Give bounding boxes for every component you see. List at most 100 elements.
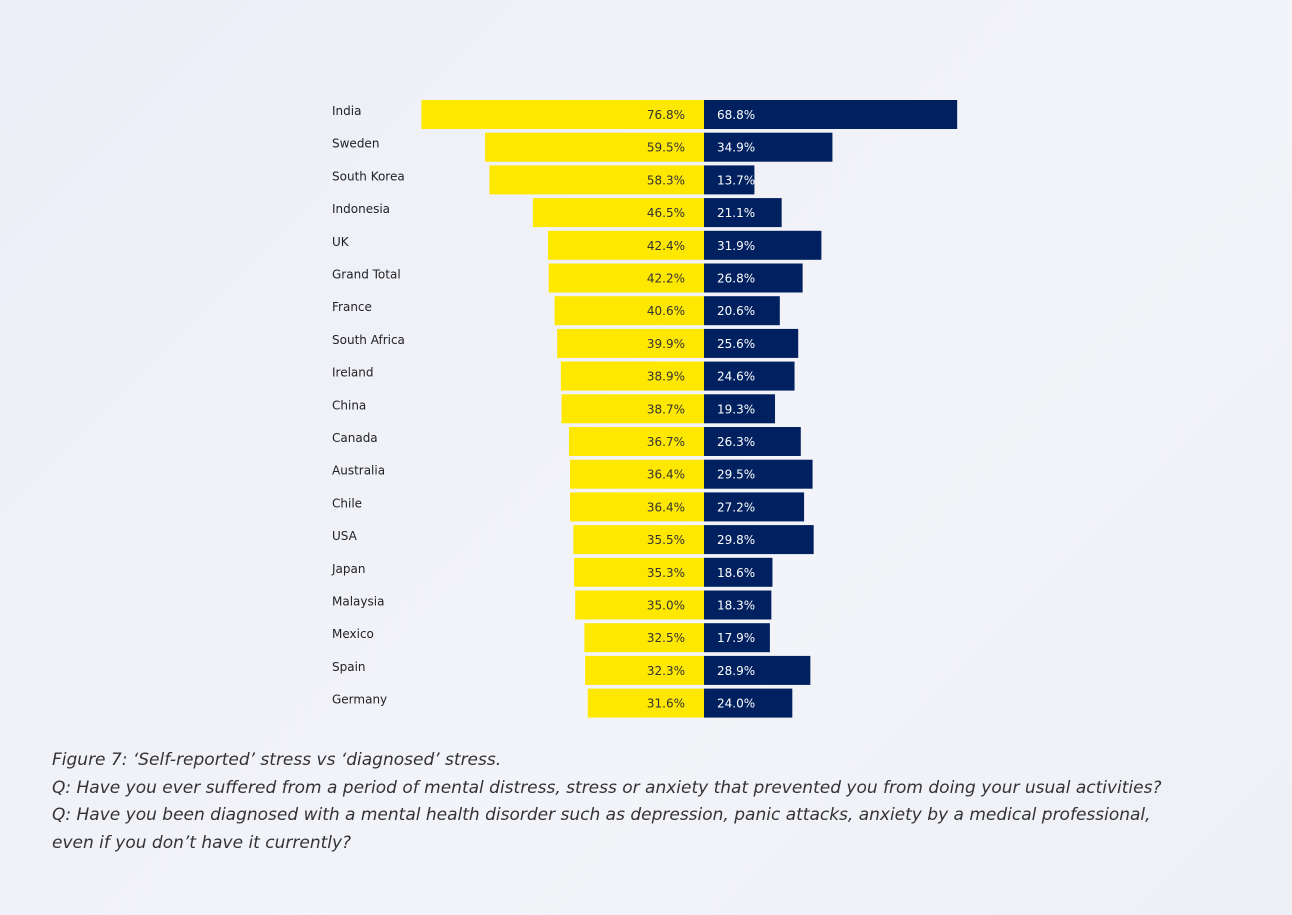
bar bbox=[574, 557, 704, 587]
value-label: 36.4% bbox=[647, 500, 685, 514]
bar bbox=[704, 165, 755, 195]
value-label: 31.6% bbox=[647, 697, 685, 711]
bar bbox=[704, 655, 811, 685]
bar bbox=[548, 263, 704, 293]
value-label: 46.5% bbox=[647, 206, 685, 220]
category-label: Germany bbox=[332, 693, 387, 707]
value-label: 68.8% bbox=[717, 108, 755, 122]
value-label: 13.7% bbox=[717, 173, 755, 187]
category-label: UK bbox=[332, 235, 350, 249]
category-label: Ireland bbox=[332, 366, 374, 380]
value-label: 27.2% bbox=[717, 500, 755, 514]
bar bbox=[704, 132, 833, 162]
value-label: 19.3% bbox=[717, 402, 755, 416]
value-label: 35.3% bbox=[647, 566, 685, 580]
category-label: Canada bbox=[332, 431, 378, 445]
category-label: Japan bbox=[331, 562, 365, 576]
caption-line: Q: Have you ever suffered from a period … bbox=[52, 778, 1162, 798]
category-label: Australia bbox=[332, 464, 385, 478]
category-label: South Africa bbox=[332, 333, 405, 347]
bar bbox=[704, 394, 776, 424]
bar bbox=[570, 492, 704, 522]
value-label: 29.8% bbox=[717, 533, 755, 547]
value-label: 58.3% bbox=[647, 173, 685, 187]
value-label: 39.9% bbox=[647, 337, 685, 351]
bar bbox=[532, 198, 704, 228]
bar bbox=[485, 132, 704, 162]
bar bbox=[704, 459, 813, 489]
bar bbox=[587, 688, 704, 718]
value-label: 18.6% bbox=[717, 566, 755, 580]
value-label: 32.3% bbox=[647, 664, 685, 678]
value-label: 59.5% bbox=[647, 141, 685, 155]
bar bbox=[704, 328, 799, 358]
value-label: 76.8% bbox=[647, 108, 685, 122]
bar bbox=[704, 361, 795, 391]
category-label: Indonesia bbox=[332, 202, 390, 216]
value-label: 17.9% bbox=[717, 631, 755, 645]
value-label: 20.6% bbox=[717, 304, 755, 318]
category-label: Malaysia bbox=[332, 595, 384, 609]
bar bbox=[560, 361, 704, 391]
value-label: 38.9% bbox=[647, 370, 685, 384]
bar bbox=[704, 263, 803, 293]
category-label: Grand Total bbox=[332, 268, 401, 282]
category-label: USA bbox=[332, 529, 358, 543]
category-label: Chile bbox=[332, 496, 362, 510]
bar bbox=[568, 427, 704, 456]
bar bbox=[421, 100, 704, 129]
bar bbox=[704, 492, 805, 522]
category-label: Sweden bbox=[332, 137, 379, 151]
value-label: 36.4% bbox=[647, 468, 685, 482]
value-label: 21.1% bbox=[717, 206, 755, 220]
bar bbox=[704, 590, 772, 620]
value-label: 36.7% bbox=[647, 435, 685, 449]
value-label: 24.0% bbox=[717, 697, 755, 711]
value-label: 31.9% bbox=[717, 239, 755, 253]
value-label: 26.3% bbox=[717, 435, 755, 449]
bar bbox=[704, 198, 782, 228]
value-label: 35.5% bbox=[647, 533, 685, 547]
bar bbox=[573, 525, 704, 555]
value-label: 18.3% bbox=[717, 599, 755, 613]
bar bbox=[704, 296, 780, 326]
bar bbox=[547, 230, 704, 260]
category-label: India bbox=[332, 104, 361, 118]
bar bbox=[554, 296, 704, 326]
value-label: 42.4% bbox=[647, 239, 685, 253]
bar bbox=[704, 100, 958, 129]
category-label: China bbox=[332, 398, 366, 412]
value-label: 24.6% bbox=[717, 370, 755, 384]
value-label: 38.7% bbox=[647, 402, 685, 416]
caption-line: Figure 7: ‘Self-reported’ stress vs ‘dia… bbox=[52, 750, 501, 770]
bar bbox=[557, 328, 704, 358]
bar bbox=[704, 525, 814, 555]
category-label: Spain bbox=[332, 660, 366, 674]
value-label: 26.8% bbox=[717, 272, 755, 286]
bar bbox=[575, 590, 704, 620]
category-label: France bbox=[332, 300, 372, 314]
value-label: 40.6% bbox=[647, 304, 685, 318]
bar bbox=[704, 623, 770, 653]
bar bbox=[584, 623, 704, 653]
bar bbox=[585, 655, 704, 685]
bar bbox=[704, 688, 793, 718]
value-label: 32.5% bbox=[647, 631, 685, 645]
value-label: 25.6% bbox=[717, 337, 755, 351]
category-label: South Korea bbox=[332, 169, 405, 183]
caption-line: Q: Have you been diagnosed with a mental… bbox=[52, 805, 1151, 825]
value-label: 29.5% bbox=[717, 468, 755, 482]
bar bbox=[561, 394, 704, 424]
bar bbox=[570, 459, 704, 489]
category-label: Mexico bbox=[332, 627, 374, 641]
bar bbox=[704, 427, 801, 456]
bar bbox=[489, 165, 704, 195]
value-label: 34.9% bbox=[717, 141, 755, 155]
value-label: 28.9% bbox=[717, 664, 755, 678]
caption-line: even if you don’t have it currently? bbox=[52, 833, 351, 853]
value-label: 42.2% bbox=[647, 272, 685, 286]
bar bbox=[704, 557, 773, 587]
bar bbox=[704, 230, 822, 260]
